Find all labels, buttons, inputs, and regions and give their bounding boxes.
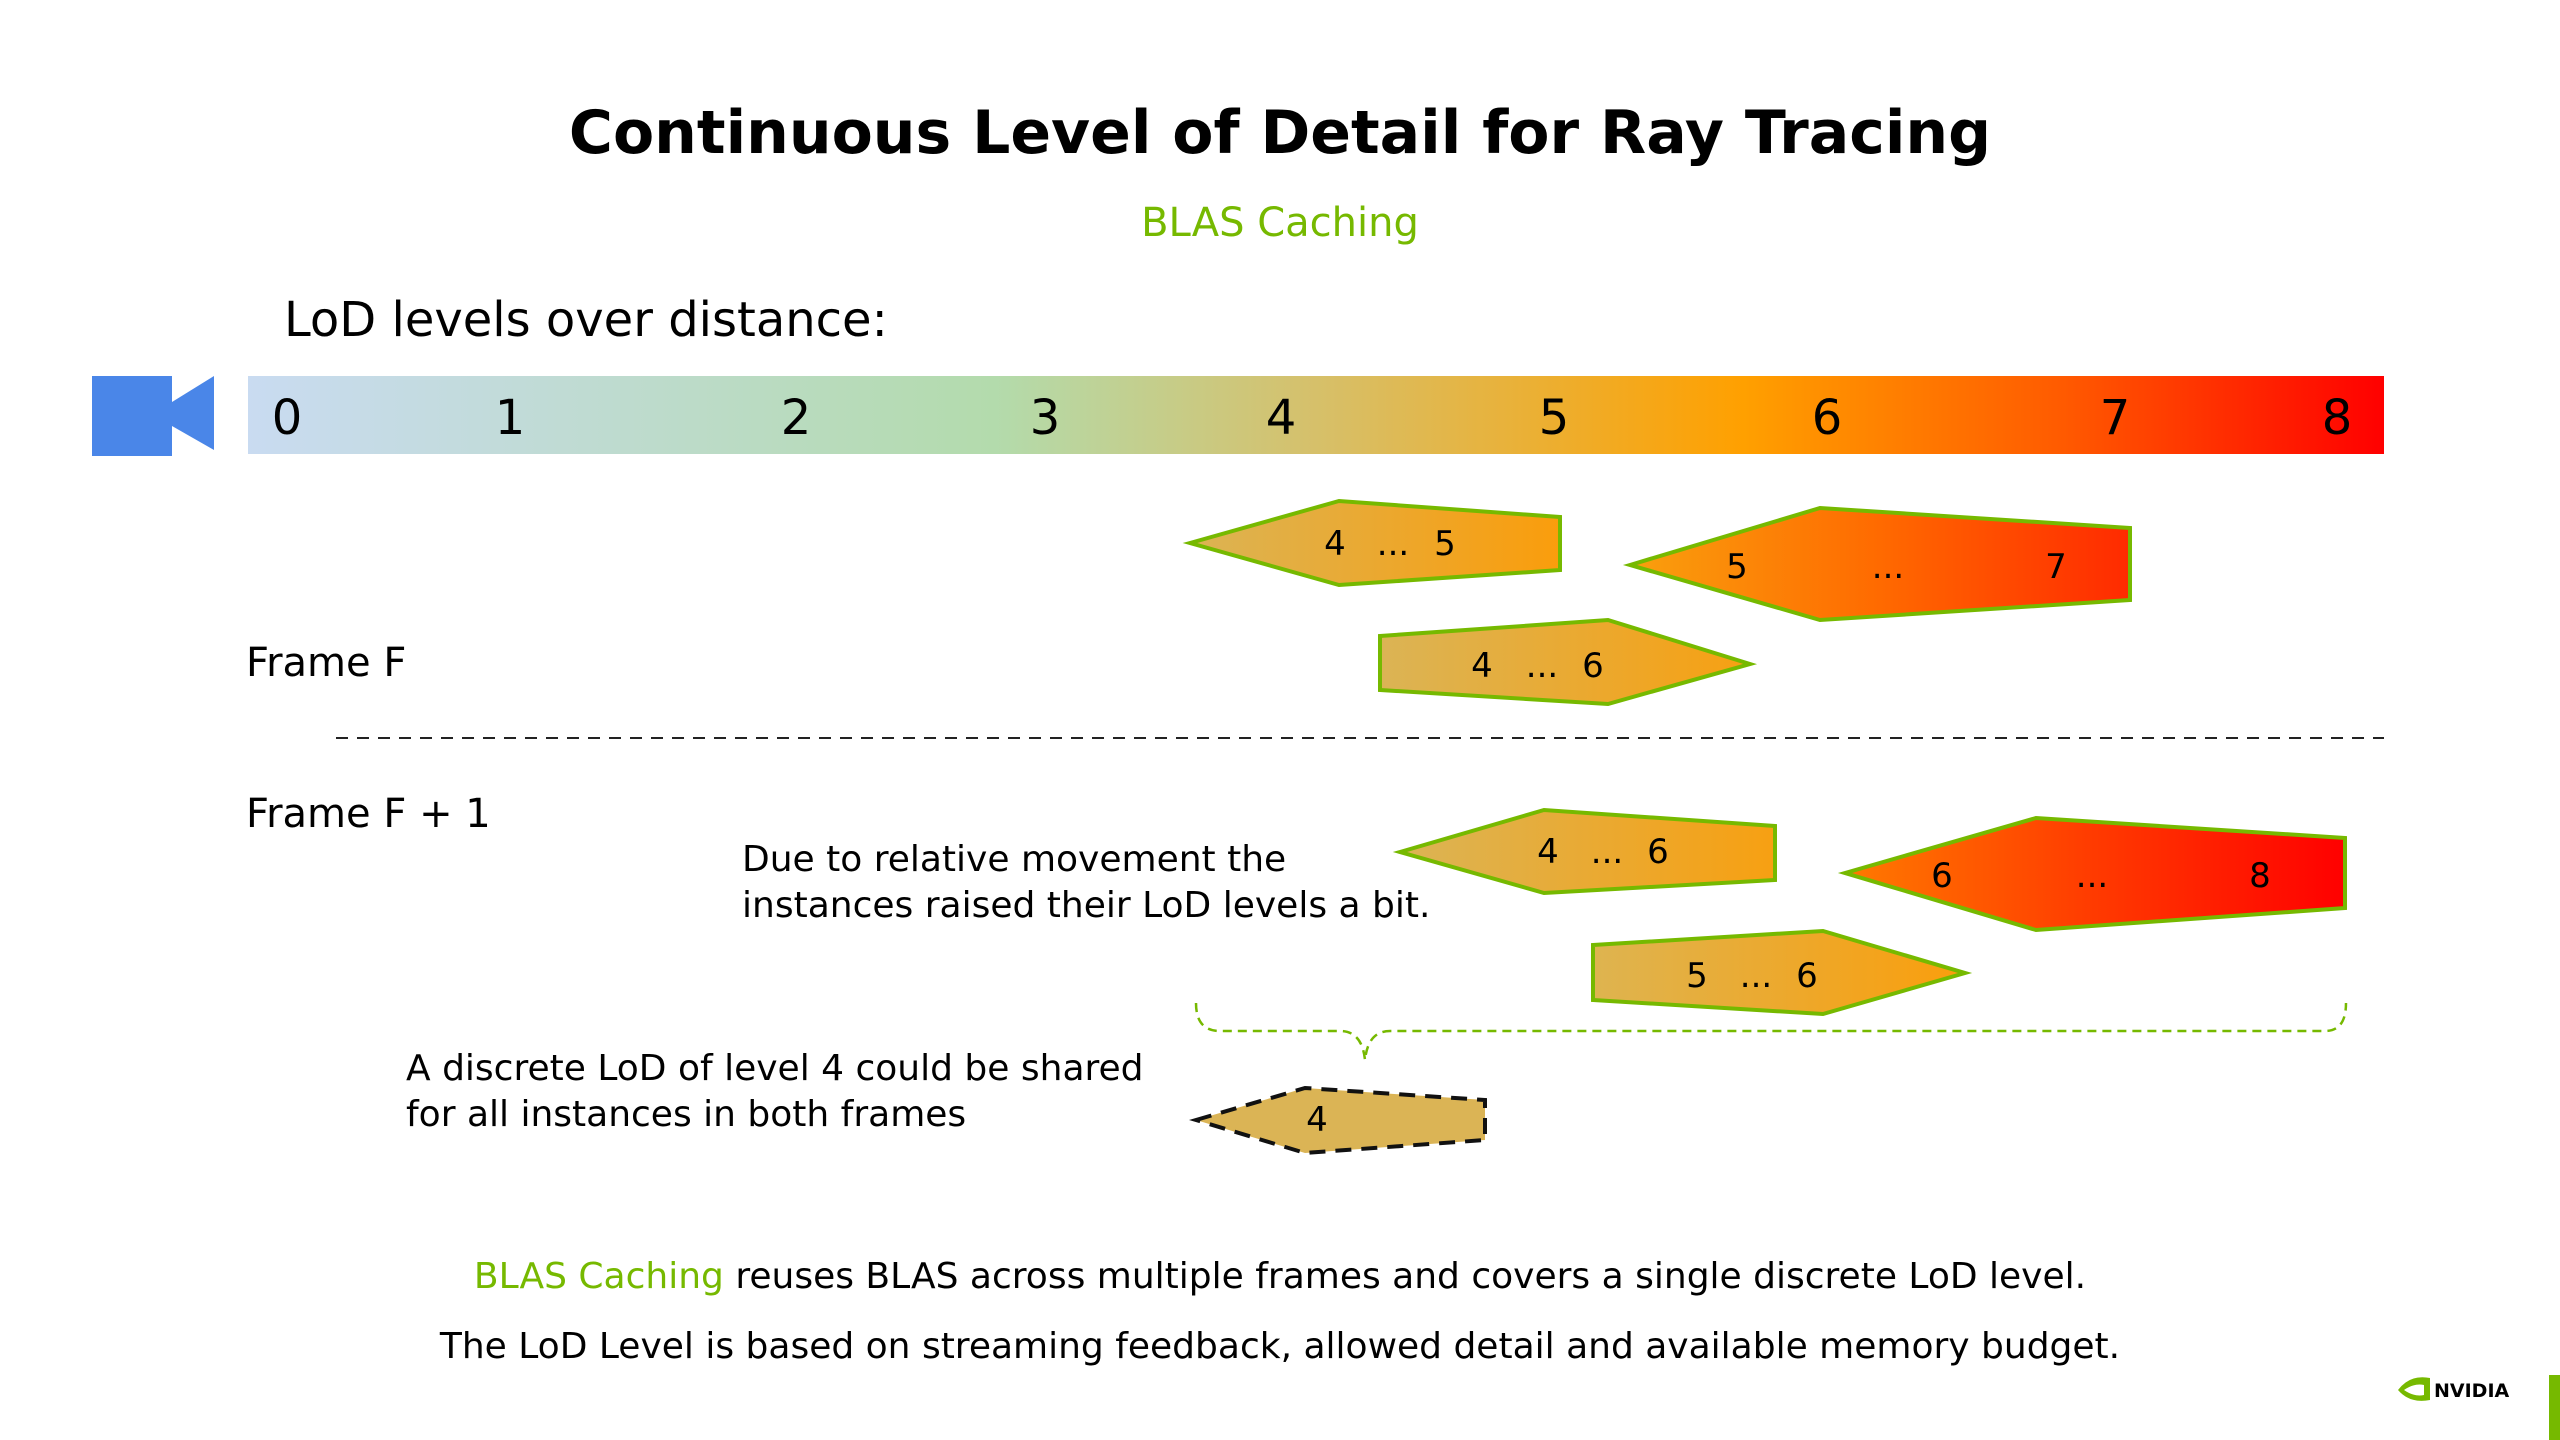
range-to: 7 [2045,547,2067,587]
footer-line-1: BLAS Caching reuses BLAS across multiple… [0,1256,2560,1297]
range-to: 8 [2249,856,2271,896]
lod-heading: LoD levels over distance: [284,292,888,348]
scale-number-8: 8 [2322,390,2353,446]
subtitle: BLAS Caching [1141,200,1419,246]
movement-note: Due to relative movement the instances r… [742,837,1430,929]
range-to: 6 [1796,956,1818,996]
lod-scale-numbers: 0 1 2 3 4 5 6 7 8 [272,390,2353,446]
footer-line-1-text: reuses BLAS across multiple frames and c… [723,1256,2087,1297]
edge-accent [2549,1375,2560,1440]
range-ellipsis: ... [1591,832,1623,872]
shared-note: A discrete LoD of level 4 could be share… [406,1046,1144,1138]
range-from: 5 [1686,956,1708,996]
nvidia-logo-icon: NVIDIA [2398,1377,2510,1402]
scale-number-2: 2 [781,390,812,446]
range-from: 6 [1931,856,1953,896]
range-from: 4 [1324,524,1346,564]
scale-number-1: 1 [495,390,526,446]
scale-number-4: 4 [1266,390,1297,446]
shared-note-line2: for all instances in both frames [406,1094,967,1135]
scale-number-5: 5 [1539,390,1570,446]
grouping-brace [1194,1002,2348,1061]
lod-scale-bar [248,376,2384,454]
scale-number-7: 7 [2100,390,2131,446]
camera-icon [92,376,214,456]
footer-highlight: BLAS Caching [473,1256,724,1297]
footer-line-2: The LoD Level is based on streaming feed… [439,1326,2121,1367]
range-to: 6 [1582,646,1604,686]
range-from: 4 [1537,832,1559,872]
movement-note-line1: Due to relative movement the [742,839,1287,880]
range-to: 5 [1434,524,1456,564]
lod-range-shape: 4 ... 5 [1182,498,1562,588]
lod-range-shape: 4 ... 6 [1378,617,1758,707]
range-ellipsis: ... [1740,956,1772,996]
shared-lod-shape: 4 [1189,1085,1487,1156]
lod-range-shape: 4 ... 6 [1392,807,1777,896]
range-ellipsis: ... [1872,547,1904,587]
lod-range-shape: 5 ... 6 [1591,928,1973,1017]
frame-f-label: Frame F [246,640,407,686]
range-ellipsis: ... [1526,646,1558,686]
range-ellipsis: ... [1377,524,1409,564]
lod-range-shape: 5 ... 7 [1622,505,2132,623]
range-from: 4 [1471,646,1493,686]
movement-note-line2: instances raised their LoD levels a bit. [742,885,1431,926]
nvidia-logo-text: NVIDIA [2434,1380,2510,1402]
shared-note-line1: A discrete LoD of level 4 could be share… [406,1048,1144,1089]
range-to: 6 [1647,832,1669,872]
frame-f1-label: Frame F + 1 [246,791,491,837]
scale-number-3: 3 [1030,390,1061,446]
page-title: Continuous Level of Detail for Ray Traci… [568,98,1992,168]
shared-lod-label: 4 [1306,1100,1328,1140]
lod-range-shape: 6 ... 8 [1837,815,2347,933]
scale-number-0: 0 [272,390,303,446]
scale-number-6: 6 [1812,390,1843,446]
range-from: 5 [1726,547,1748,587]
range-ellipsis: ... [2076,856,2108,896]
